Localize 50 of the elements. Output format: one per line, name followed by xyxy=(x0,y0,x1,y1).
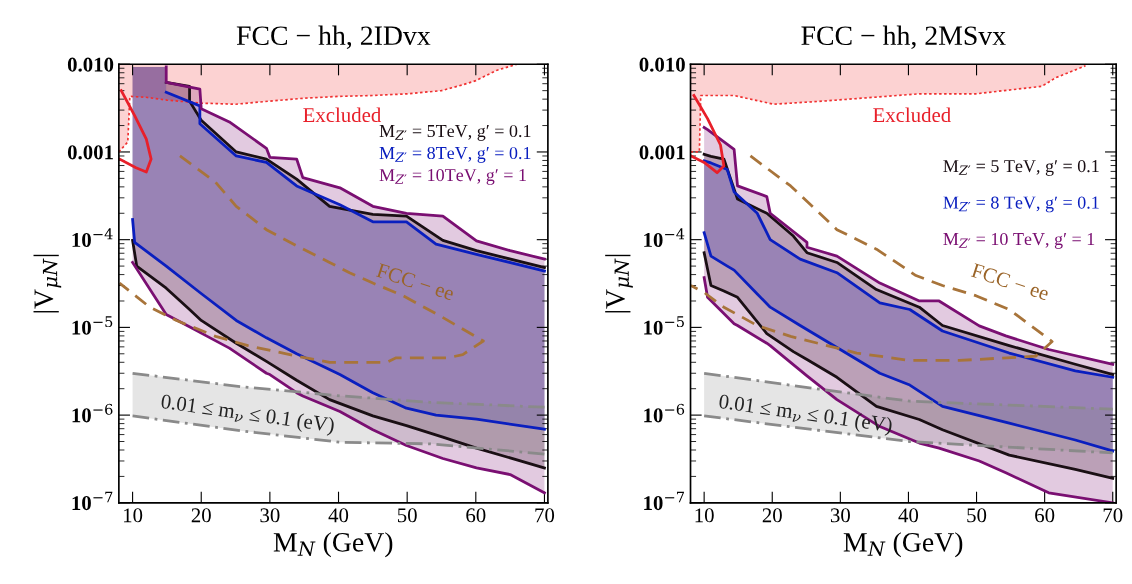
y-tick-label: 10$^{−5}$ xyxy=(644,316,684,335)
line-series xyxy=(702,231,1115,453)
y-tick-label: 10$^{−7}$ xyxy=(644,491,684,511)
y-tick-label: 0.010 xyxy=(67,57,114,72)
x-tick-label: 30 xyxy=(260,508,280,523)
series-label: M$_{Z′}$ = 10TeV, g′ = 1 xyxy=(379,168,526,185)
text: M$_{Z′}$ = 5 TeV, g′ = 0.1 xyxy=(943,159,1099,176)
y-tick-label: 0.001 xyxy=(67,145,113,160)
y-tick-label: 10$^{−7}$ xyxy=(72,491,113,511)
x-tick-label: 40 xyxy=(328,508,349,523)
y-tick-label: 10$^{−6}$ xyxy=(644,403,685,423)
line-series xyxy=(118,89,153,174)
y-axis-title: |V$_{μN}$| xyxy=(605,254,633,313)
annotation: 0.01 ≤ m$_{ν}$ ≤ 0.1 (eV) xyxy=(160,393,335,437)
annotation: 0.01 ≤ m$_{ν}$ ≤ 0.1 (eV) xyxy=(718,393,893,437)
x-tick-label: 50 xyxy=(397,508,417,523)
y-tick-label: 0.010 xyxy=(639,57,685,72)
text: M$_{Z′}$ = 5TeV, g′ = 0.1 xyxy=(379,124,531,141)
chart-title: FCC − hh, 2MSvx xyxy=(801,25,1006,50)
x-tick-label: 60 xyxy=(466,508,486,523)
y-tick-label: 10$^{−6}$ xyxy=(72,403,113,423)
chart-title: FCC − hh, 2IDvx xyxy=(236,25,431,50)
annotation: FCC − ee xyxy=(970,262,1050,301)
x-tick-label: 70 xyxy=(535,508,555,523)
text: M$_{Z′}$ = 8TeV, g′ = 0.1 xyxy=(379,146,531,163)
annotation: FCC − ee xyxy=(375,262,455,301)
y-tick-label: 10$^{−4}$ xyxy=(72,228,113,247)
annotation: Excluded xyxy=(873,107,951,123)
line-series xyxy=(702,251,1115,480)
x-tick-label: 50 xyxy=(967,508,987,523)
x-tick-label: 40 xyxy=(898,508,919,523)
annotation: Excluded xyxy=(303,107,382,123)
x-tick-label: 10 xyxy=(695,508,714,523)
x-tick-label: 10 xyxy=(124,508,143,523)
text: M$_{Z′}$ = 8 TeV, g′ = 0.1 xyxy=(943,196,1099,213)
y-axis-title: |V$_{μN}$| xyxy=(33,254,62,313)
y-tick-label: 0.001 xyxy=(639,145,685,160)
y-tick-label: 10$^{−5}$ xyxy=(72,316,113,335)
y-tick-label: 10$^{−4}$ xyxy=(644,228,685,247)
x-axis-title: M$_{N}$ (GeV) xyxy=(843,532,963,558)
x-tick-label: 20 xyxy=(762,508,782,523)
x-axis-title: M$_{N}$ (GeV) xyxy=(273,532,393,558)
x-tick-label: 70 xyxy=(1103,508,1123,523)
text: M$_{Z′}$ = 10 TeV, g′ = 1 xyxy=(943,232,1095,249)
line-series xyxy=(131,239,546,470)
x-tick-label: 60 xyxy=(1035,508,1055,523)
line-series xyxy=(131,261,546,495)
line-series xyxy=(690,94,726,175)
x-tick-label: 30 xyxy=(830,508,850,523)
x-tick-label: 20 xyxy=(191,508,211,523)
